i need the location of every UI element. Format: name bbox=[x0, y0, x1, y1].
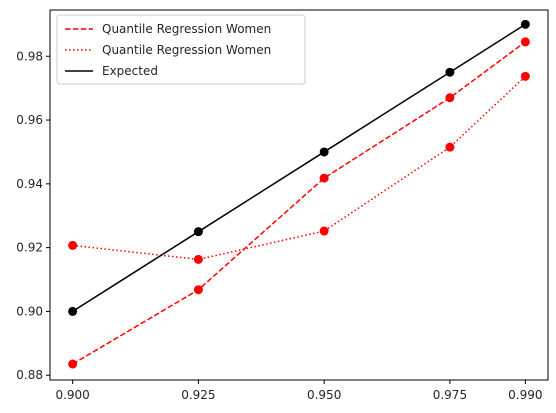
x-axis-ticks: 0.900 0.925 0.950 0.975 0.990 bbox=[55, 380, 543, 402]
x-tick-label: 0.950 bbox=[307, 388, 341, 402]
x-tick-label: 0.990 bbox=[508, 388, 542, 402]
x-tick-label: 0.900 bbox=[55, 388, 89, 402]
y-tick-label: 0.94 bbox=[16, 177, 43, 191]
series-1-point bbox=[445, 93, 455, 103]
series-3-point bbox=[445, 67, 455, 77]
y-tick-label: 0.98 bbox=[16, 49, 43, 63]
series-1-point bbox=[520, 37, 530, 47]
series-3-point bbox=[520, 19, 530, 29]
legend: Quantile Regression Women Quantile Regres… bbox=[56, 14, 306, 85]
y-tick-label: 0.96 bbox=[16, 113, 43, 127]
series-2-point bbox=[445, 142, 455, 152]
series-line-2 bbox=[72, 75, 526, 261]
series-3-point bbox=[68, 306, 78, 316]
y-tick-label: 0.92 bbox=[16, 241, 43, 255]
legend-label: Expected bbox=[102, 64, 158, 78]
series-2-point bbox=[319, 226, 329, 236]
y-tick-label: 0.90 bbox=[16, 304, 43, 318]
plot-area-frame bbox=[49, 9, 549, 381]
series-3-point bbox=[193, 227, 203, 237]
series-line-1 bbox=[72, 41, 526, 365]
y-tick-label: 0.88 bbox=[16, 368, 43, 382]
legend-entries: Quantile Regression Women Quantile Regres… bbox=[65, 22, 271, 78]
x-tick-label: 0.975 bbox=[433, 388, 467, 402]
series-2-point bbox=[520, 71, 530, 81]
y-axis-ticks: 0.88 0.90 0.92 0.94 0.96 0.98 bbox=[16, 49, 50, 382]
series-3-point bbox=[319, 147, 329, 157]
series-layer bbox=[68, 19, 530, 369]
legend-label: Quantile Regression Women bbox=[102, 22, 271, 36]
legend-box bbox=[56, 14, 306, 85]
legend-label: Quantile Regression Women bbox=[102, 43, 271, 57]
x-tick-label: 0.925 bbox=[181, 388, 215, 402]
series-1-point bbox=[319, 173, 329, 183]
series-2-point bbox=[68, 240, 78, 250]
series-2-point bbox=[193, 254, 203, 264]
series-1-point bbox=[193, 285, 203, 295]
series-1-point bbox=[68, 359, 78, 369]
